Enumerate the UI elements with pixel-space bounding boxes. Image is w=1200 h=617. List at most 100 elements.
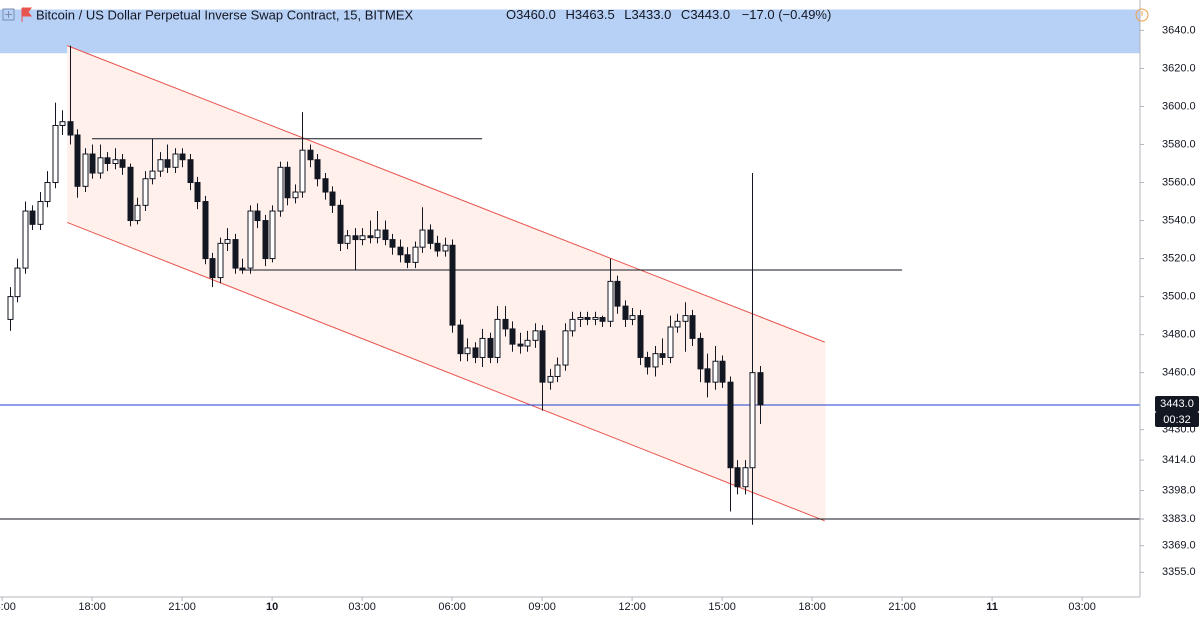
x-tick-label: 11 (986, 601, 998, 613)
candle-body (104, 157, 111, 165)
candle-body (382, 229, 389, 241)
candle-body (652, 353, 659, 368)
candle-body (607, 280, 614, 322)
y-tick-label: 3355.0 (1162, 566, 1196, 578)
y-tick-label: 3520.0 (1162, 252, 1196, 264)
candle-body (217, 242, 224, 279)
candle-body (22, 210, 29, 269)
candle-body (262, 220, 269, 260)
candle-body (524, 339, 531, 347)
candle-body (232, 239, 239, 269)
candle-body (277, 166, 284, 212)
candle-body (464, 347, 471, 355)
candle-body (157, 159, 164, 172)
change: −17.0 (−0.49%) (742, 7, 832, 22)
candle-body (757, 372, 764, 406)
candle-body (112, 159, 119, 165)
candle-body (712, 360, 719, 383)
candle-body (659, 353, 666, 358)
candle-body (442, 244, 449, 252)
candle-body (269, 210, 276, 260)
candle-body (749, 372, 756, 469)
y-tick-label: 3369.0 (1162, 540, 1196, 552)
x-tick-label: 09:00 (528, 601, 556, 613)
candle-body (479, 337, 486, 358)
candle-body (697, 337, 704, 370)
y-tick-label: 3600.0 (1162, 100, 1196, 112)
candle-body (224, 239, 231, 244)
candle-body (127, 166, 134, 222)
candle-body (352, 235, 359, 241)
candle-body (314, 159, 321, 180)
expand-icon[interactable] (2, 8, 15, 21)
candle-body (562, 330, 569, 366)
x-tick-label: 18:00 (78, 601, 106, 613)
candle-body (629, 315, 636, 320)
x-tick-label: 10 (266, 601, 278, 613)
candle-body (374, 229, 381, 239)
candle-body (367, 235, 374, 239)
y-tick-label: 3540.0 (1162, 214, 1196, 226)
candle-body (292, 191, 299, 199)
ohlc-value: 3433.0 (632, 7, 672, 22)
candle-body (202, 201, 209, 260)
ohlc-values: O3460.0 H3463.5 L3433.0 C3443.0 −17.0 (−… (506, 7, 831, 22)
candle-body (412, 246, 419, 263)
candle-body (599, 317, 606, 322)
candle-body (682, 315, 689, 322)
candle-body (149, 170, 156, 180)
candle-body (427, 229, 434, 244)
countdown-label: 00:32 (1163, 414, 1191, 426)
alert-icon[interactable] (1135, 8, 1149, 22)
candle-body (344, 235, 351, 244)
candle-body (359, 235, 366, 241)
candle-body (44, 182, 51, 203)
channel-line (67, 221, 826, 522)
x-tick-label: 03:00 (1068, 601, 1096, 613)
y-tick-label: 3640.0 (1162, 24, 1196, 36)
candle-body (554, 364, 561, 377)
x-tick-label: 18:00 (798, 601, 826, 613)
candle-body (644, 356, 651, 368)
candle-body (742, 467, 749, 488)
candle-body (509, 328, 516, 345)
candle-body (239, 267, 246, 270)
candle-body (337, 204, 344, 244)
x-tick-label: 15:00 (708, 601, 736, 613)
countdown-box (1155, 411, 1199, 427)
candle-body (487, 337, 494, 358)
candle-body (97, 157, 104, 174)
candle-body (134, 204, 141, 222)
x-tick-label: 21:00 (168, 601, 196, 613)
flag-icon (21, 7, 32, 22)
ohlc-value: 3463.5 (575, 7, 615, 22)
candle-body (82, 153, 89, 187)
ohlc-label: O (506, 7, 516, 22)
candle-body (592, 317, 599, 320)
candle-body (179, 153, 186, 161)
y-tick-label: 3460.0 (1162, 367, 1196, 379)
candle-body (494, 318, 501, 358)
candle-body (719, 360, 726, 383)
candle-body (434, 242, 441, 252)
candle-body (74, 134, 81, 187)
candle-body (404, 254, 411, 263)
x-tick-label: 15:00 (0, 601, 16, 613)
x-tick-label: 06:00 (438, 601, 466, 613)
candle-body (539, 330, 546, 383)
candle-body (689, 315, 696, 339)
candle-body (299, 149, 306, 193)
y-tick-label: 3480.0 (1162, 329, 1196, 341)
candle-body (59, 121, 66, 126)
candle-body (254, 210, 261, 222)
x-tick-label: 12:00 (618, 601, 646, 613)
channel-line (67, 45, 826, 343)
ohlc-label: H (566, 7, 575, 22)
y-tick-label: 3414.0 (1162, 454, 1196, 466)
header: Bitcoin / US Dollar Perpetual Inverse Sw… (2, 7, 1149, 22)
candle-body (727, 381, 734, 469)
candle-body (449, 244, 456, 326)
candle-body (284, 166, 291, 199)
candle-body (397, 246, 404, 256)
